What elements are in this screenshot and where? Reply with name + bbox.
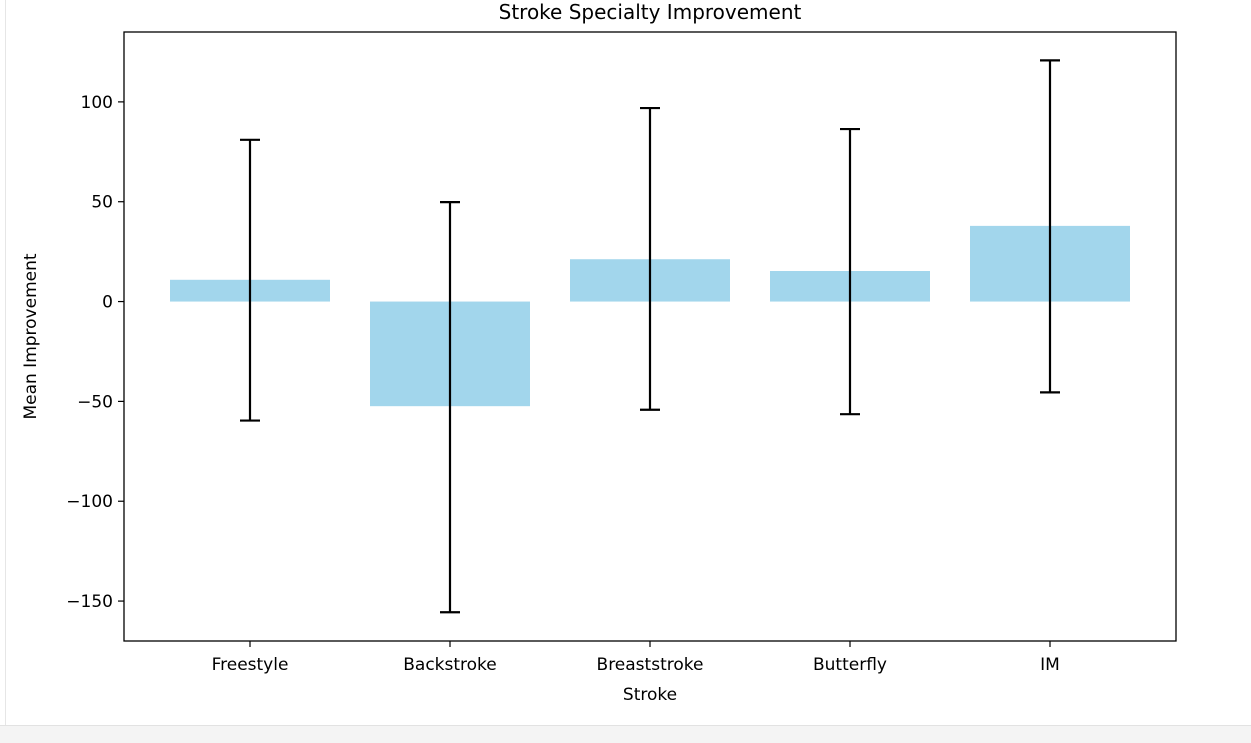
- x-tick-label-butterfly: Butterfly: [813, 655, 887, 675]
- error-bar-butterfly: [840, 127, 860, 416]
- error-bar-im: [1040, 59, 1060, 394]
- x-tick-label-backstroke: Backstroke: [403, 655, 497, 675]
- y-axis-label: Mean Improvement: [21, 253, 41, 419]
- x-axis-label: Stroke: [623, 685, 677, 705]
- x-tick-label-freestyle: Freestyle: [212, 655, 289, 675]
- bottom-scroll-area: [0, 725, 1251, 743]
- y-tick-label: −100: [66, 492, 113, 512]
- error-bars-layer: [240, 59, 1060, 614]
- y-tick-label: −50: [77, 392, 113, 412]
- y-tick-label: −150: [66, 592, 113, 612]
- y-tick-label: 50: [91, 193, 113, 213]
- error-bar-breaststroke: [640, 106, 660, 411]
- error-bar-backstroke: [440, 201, 460, 614]
- y-tick-label: 0: [102, 293, 113, 313]
- x-tick-label-breaststroke: Breaststroke: [597, 655, 704, 675]
- y-axis: 100 50 0 −50 −100 −150: [66, 93, 124, 612]
- bar-chart: 100 50 0 −50 −100 −150 Freestyle Backstroke Bre…: [21, 0, 1177, 705]
- x-tick-label-im: IM: [1040, 655, 1060, 675]
- x-axis: Freestyle Backstroke Breaststroke Butterfly…: [212, 641, 1060, 675]
- error-bar-freestyle: [240, 138, 260, 422]
- y-tick-label: 100: [81, 93, 113, 113]
- chart-title: Stroke Specialty Improvement: [499, 0, 802, 24]
- left-border: [5, 0, 6, 725]
